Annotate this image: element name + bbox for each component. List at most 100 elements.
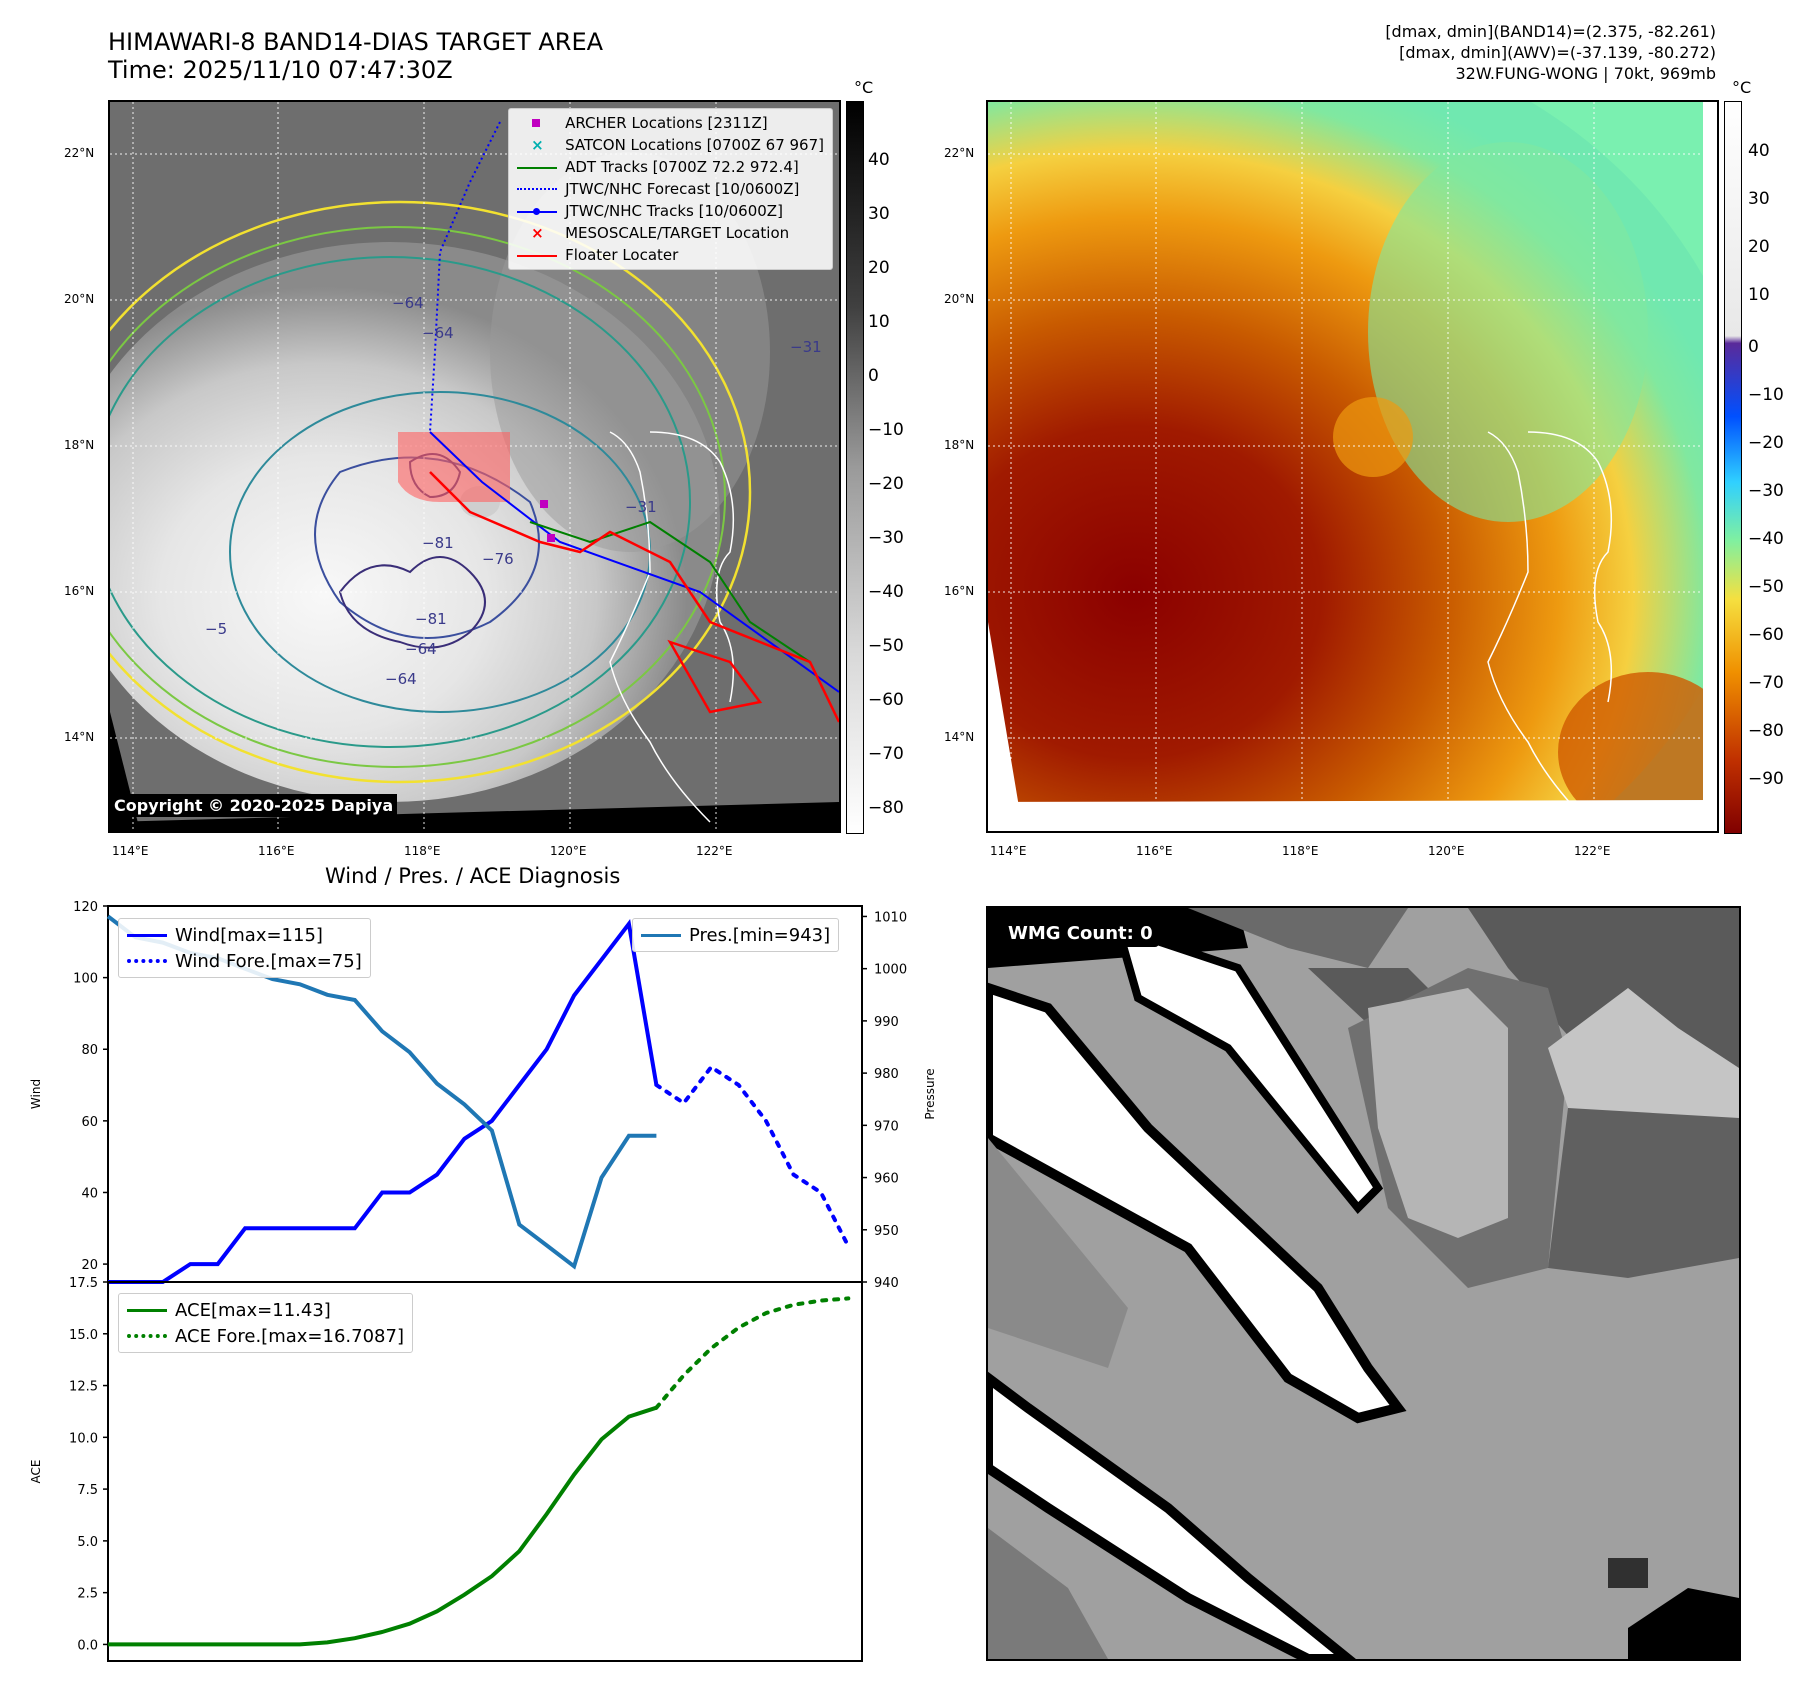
jtwc-forecast-legend-icon bbox=[517, 182, 558, 196]
y-tick-label: 80 bbox=[81, 1043, 98, 1058]
svg-text:−81: −81 bbox=[415, 610, 447, 628]
y-tick-label: 2.5 bbox=[77, 1587, 98, 1602]
jtwc-track bbox=[429, 431, 839, 693]
ir-lat-14: 14°N bbox=[64, 730, 95, 744]
svg-text:−64: −64 bbox=[392, 294, 424, 312]
floater-legend-icon bbox=[517, 248, 558, 262]
svg-text:−31: −31 bbox=[790, 338, 822, 356]
wmg-count-label: WMG Count: 0 bbox=[1002, 920, 1159, 947]
legend-wind-fore: Wind Fore.[max=75] bbox=[127, 948, 362, 974]
svg-text:−64: −64 bbox=[385, 670, 417, 688]
y-axis-label: ACE bbox=[29, 1460, 43, 1484]
awv-lon-118: 118°E bbox=[1282, 844, 1319, 858]
y-tick-label: 10.0 bbox=[69, 1431, 98, 1446]
y2-tick-label: 990 bbox=[874, 1015, 899, 1030]
y-tick-label: 60 bbox=[81, 1115, 98, 1130]
ace-legend: ACE[max=11.43] ACE Fore.[max=16.7087] bbox=[118, 1293, 413, 1353]
figure-title-line2: Time: 2025/11/10 07:47:30Z bbox=[108, 56, 453, 84]
awv-lat-14: 14°N bbox=[944, 730, 975, 744]
ir-legend: ARCHER Locations [2311Z] × SATCON Locati… bbox=[508, 108, 833, 270]
satcon-legend-icon: × bbox=[531, 136, 544, 154]
awv-lon-120: 120°E bbox=[1428, 844, 1465, 858]
series-line-1 bbox=[654, 1064, 851, 1249]
contour-81 bbox=[338, 556, 486, 649]
pres-legend: Pres.[min=943] bbox=[632, 918, 840, 952]
wind-fore-legend-icon bbox=[127, 954, 167, 968]
plot-frame bbox=[107, 1281, 863, 1662]
ir-lat-18: 18°N bbox=[64, 438, 95, 452]
wmg-panel: WMG Count: 0 bbox=[986, 906, 1741, 1661]
legend-floater: Floater Locater bbox=[517, 244, 824, 266]
legend-ace: ACE[max=11.43] bbox=[127, 1297, 404, 1323]
archer-legend-icon bbox=[517, 116, 557, 130]
y-tick-label: 7.5 bbox=[77, 1483, 98, 1498]
y-tick-label: 17.5 bbox=[69, 1276, 98, 1291]
ir-lat-20: 20°N bbox=[64, 292, 95, 306]
wmg-white-band-1 bbox=[988, 982, 1407, 1424]
wmg-bright-region bbox=[1368, 988, 1508, 1238]
awv-map-panel bbox=[986, 100, 1719, 833]
y-axis-label: Wind bbox=[29, 1079, 43, 1109]
legend-satcon: × SATCON Locations [0700Z 67 967] bbox=[517, 134, 824, 156]
svg-text:−64: −64 bbox=[405, 640, 437, 658]
awv-gridlines bbox=[988, 102, 1717, 831]
series-line-1 bbox=[654, 1296, 851, 1410]
awv-lon-122: 122°E bbox=[1574, 844, 1611, 858]
ir-lon-120: 120°E bbox=[550, 844, 587, 858]
legend-jtwc-forecast: JTWC/NHC Forecast [10/0600Z] bbox=[517, 178, 824, 200]
ir-contour-labels: −64 −64 −81 −76 −81 −64 −5 −64 −31 −31 bbox=[205, 294, 822, 688]
jtwc-forecast-track bbox=[429, 121, 501, 433]
ir-lat-16: 16°N bbox=[64, 584, 95, 598]
ir-map-panel: −64 −64 −81 −76 −81 −64 −5 −64 −31 −31 A… bbox=[108, 100, 841, 833]
contour-yellow bbox=[110, 200, 752, 784]
awv-colorbar-ticks: 40 30 20 10 0 −10 −20 −30 −40 −50 −60 −7… bbox=[1748, 141, 1784, 789]
awv-colorbar-unit: °C bbox=[1732, 78, 1752, 97]
awv-lat-20: 20°N bbox=[944, 292, 975, 306]
dmax-band14-info: [dmax, dmin](BAND14)=(2.375, -82.261) bbox=[1385, 22, 1716, 41]
contour-teal bbox=[110, 256, 691, 748]
wmg-white-band-2 bbox=[988, 1371, 1356, 1659]
legend-ace-fore: ACE Fore.[max=16.7087] bbox=[127, 1323, 404, 1349]
contour-green-outer bbox=[110, 226, 726, 768]
ir-lon-122: 122°E bbox=[696, 844, 733, 858]
ace-legend-icon bbox=[127, 1303, 167, 1317]
wind-legend: Wind[max=115] Wind Fore.[max=75] bbox=[118, 918, 371, 978]
archer-marker bbox=[540, 500, 548, 508]
legend-adt: ADT Tracks [0700Z 72.2 972.4] bbox=[517, 156, 824, 178]
y-tick-label: 100 bbox=[73, 972, 98, 987]
wmg-image bbox=[988, 908, 1739, 1659]
y2-tick-label: 940 bbox=[874, 1276, 899, 1291]
legend-wind: Wind[max=115] bbox=[127, 922, 362, 948]
y2-axis-label: Pressure bbox=[923, 1068, 937, 1119]
pres-legend-icon bbox=[641, 928, 681, 942]
ace-chart: 0.0 2.5 5.0 7.5 10.0 12.5 15.0 17.5 ACE bbox=[29, 1276, 863, 1662]
jtwc-tracks-legend-icon bbox=[517, 204, 558, 218]
svg-text:−81: −81 bbox=[422, 534, 454, 552]
y-tick-label: 40 bbox=[81, 1186, 98, 1201]
land-outline bbox=[609, 431, 735, 823]
legend-archer: ARCHER Locations [2311Z] bbox=[517, 112, 824, 134]
svg-text:−5: −5 bbox=[205, 620, 227, 638]
figure-title-line1: HIMAWARI-8 BAND14-DIAS TARGET AREA bbox=[108, 28, 604, 56]
ir-lon-116: 116°E bbox=[258, 844, 295, 858]
svg-text:−64: −64 bbox=[422, 324, 454, 342]
awv-lat-16: 16°N bbox=[944, 584, 975, 598]
awv-colorbar bbox=[1724, 101, 1742, 834]
ace-fore-legend-icon bbox=[127, 1329, 167, 1343]
y-tick-label: 12.5 bbox=[69, 1380, 98, 1395]
y2-tick-label: 950 bbox=[874, 1224, 899, 1239]
svg-text:−31: −31 bbox=[625, 498, 657, 516]
ir-lat-22: 22°N bbox=[64, 146, 95, 160]
ir-colorbar-unit: °C bbox=[854, 78, 874, 97]
floater-box bbox=[398, 432, 510, 502]
mesoscale-legend-icon: × bbox=[531, 224, 544, 242]
awv-map-image bbox=[988, 102, 1717, 831]
adt-track bbox=[529, 520, 811, 663]
dmax-awv-info: [dmax, dmin](AWV)=(-37.139, -80.272) bbox=[1399, 43, 1716, 62]
awv-land-outline bbox=[1487, 431, 1613, 823]
y2-tick-label: 1000 bbox=[874, 963, 907, 978]
ir-colorbar bbox=[846, 101, 864, 834]
series-line-0 bbox=[108, 919, 659, 1284]
y-tick-label: 120 bbox=[73, 900, 98, 915]
y-tick-label: 0.0 bbox=[77, 1638, 98, 1653]
